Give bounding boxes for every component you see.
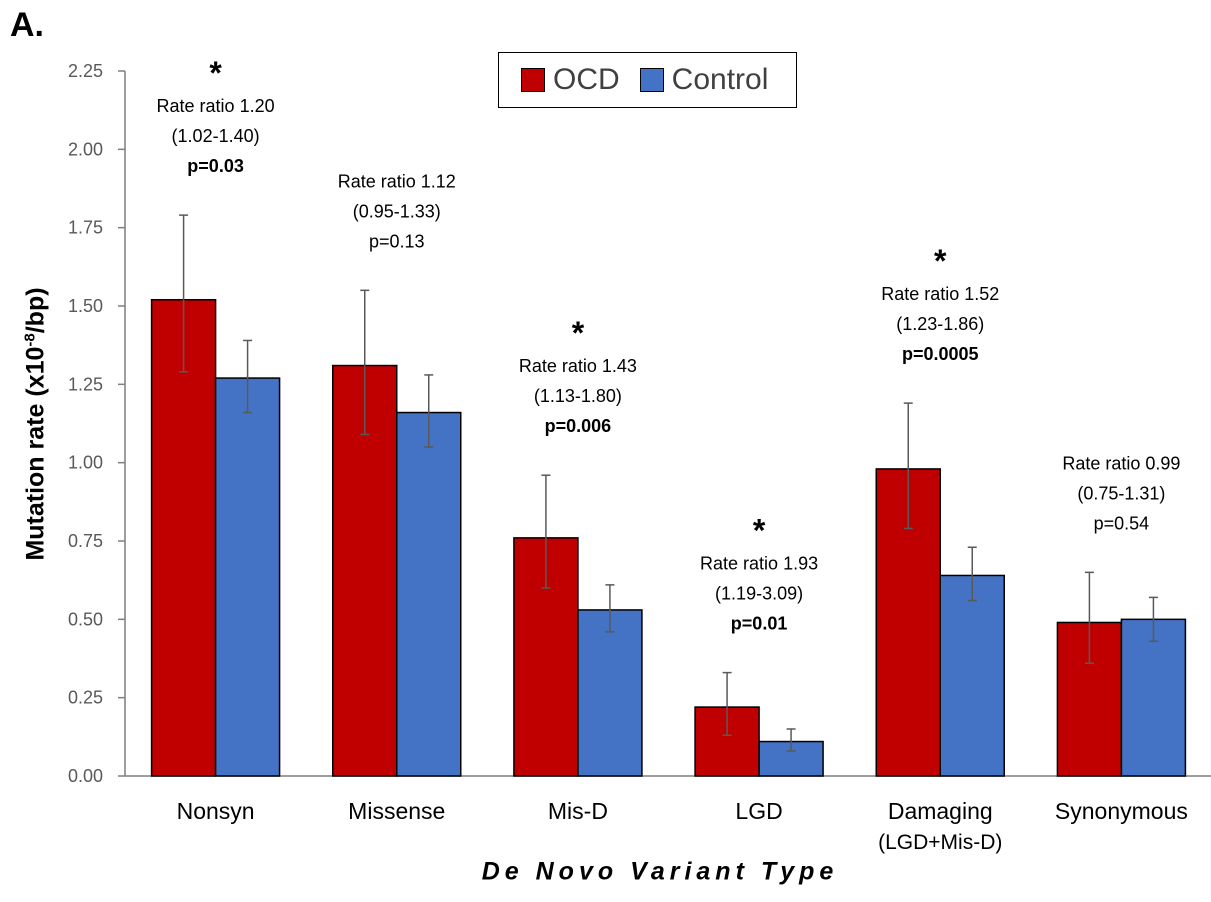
y-tick-label: 2.00 [68, 139, 103, 159]
y-tick-label: 0.50 [68, 609, 103, 629]
panel-label: A. [10, 6, 44, 44]
x-category-label: LGD [735, 798, 782, 824]
bar-control [577, 609, 643, 777]
legend-label-control: Control [671, 63, 769, 96]
x-category-label: Missense [348, 798, 445, 824]
confidence-interval-label: (1.02-1.40) [172, 126, 260, 146]
x-category-label: Damaging [888, 798, 993, 824]
rate-ratio-label: Rate ratio 0.99 [1062, 453, 1180, 473]
significance-star: * [209, 55, 222, 91]
p-value-label: p=0.03 [187, 156, 244, 176]
significance-star: * [753, 513, 766, 549]
legend-item-control: Control [639, 63, 769, 97]
rate-ratio-label: Rate ratio 1.52 [881, 284, 999, 304]
rate-ratio-label: Rate ratio 1.20 [157, 96, 275, 116]
y-tick-label: 1.00 [68, 453, 103, 473]
x-category-label: Synonymous [1055, 798, 1188, 824]
legend-swatch-ocd [521, 68, 545, 92]
y-axis-title-sup: -8 [21, 333, 39, 347]
confidence-interval-label: (1.13-1.80) [534, 386, 622, 406]
y-tick-label: 1.50 [68, 296, 103, 316]
x-category-label: Mis-D [548, 798, 608, 824]
bars [150, 298, 1187, 777]
significance-star: * [934, 243, 947, 279]
y-axis: 0.00 0.25 0.50 0.75 1.00 1.25 1.50 1.75 2.00 2.25 [68, 61, 1211, 786]
p-value-label: p=0.0005 [902, 344, 979, 364]
bar-control [1120, 618, 1187, 777]
bar-control [758, 740, 824, 777]
p-value-label: p=0.13 [369, 231, 425, 251]
p-value-label: p=0.006 [545, 416, 612, 436]
p-value-label: p=0.54 [1094, 513, 1150, 533]
p-value-label: p=0.01 [731, 614, 788, 634]
confidence-interval-label: (1.19-3.09) [715, 584, 803, 604]
legend-swatch-control [639, 68, 664, 92]
y-tick-label: 0.00 [68, 766, 103, 786]
x-category-label: (LGD+Mis-D) [878, 831, 1002, 854]
rate-ratio-label: Rate ratio 1.93 [700, 554, 818, 574]
error-bars [179, 214, 1158, 752]
bar-control [939, 574, 1005, 777]
y-tick-label: 2.25 [68, 61, 103, 81]
x-axis-title: De Novo Variant Type [481, 857, 839, 886]
y-tick-label: 0.25 [68, 688, 103, 708]
y-tick-label: 1.25 [68, 374, 103, 394]
legend-label-ocd: OCD [553, 63, 620, 96]
y-tick-label: 1.75 [68, 218, 103, 238]
legend-item-ocd: OCD [521, 63, 620, 97]
confidence-interval-label: (1.23-1.86) [896, 314, 984, 334]
bar-control [396, 411, 462, 777]
x-category-label: Nonsyn [177, 798, 255, 824]
bar-control [214, 377, 281, 777]
annotations: * Rate ratio 1.20 (1.02-1.40) p=0.03 Rate ra… [157, 55, 1181, 633]
y-axis-title-prefix: Mutation rate (x10 [21, 346, 50, 561]
x-category-labels: Nonsyn Missense Mis-D LGD Damaging (LGD+Mis-D… [177, 798, 1188, 854]
significance-star: * [572, 315, 585, 351]
confidence-interval-label: (0.95-1.33) [353, 201, 441, 221]
y-axis-title: Mutation rate (x10-8/bp) [21, 287, 50, 560]
confidence-interval-label: (0.75-1.31) [1077, 483, 1165, 503]
bar-ocd [150, 298, 217, 777]
rate-ratio-label: Rate ratio 1.12 [338, 171, 456, 191]
legend: OCD Control [498, 52, 797, 108]
y-axis-title-suffix: /bp) [21, 287, 50, 334]
y-tick-label: 0.75 [68, 531, 103, 551]
rate-ratio-label: Rate ratio 1.43 [519, 356, 637, 376]
